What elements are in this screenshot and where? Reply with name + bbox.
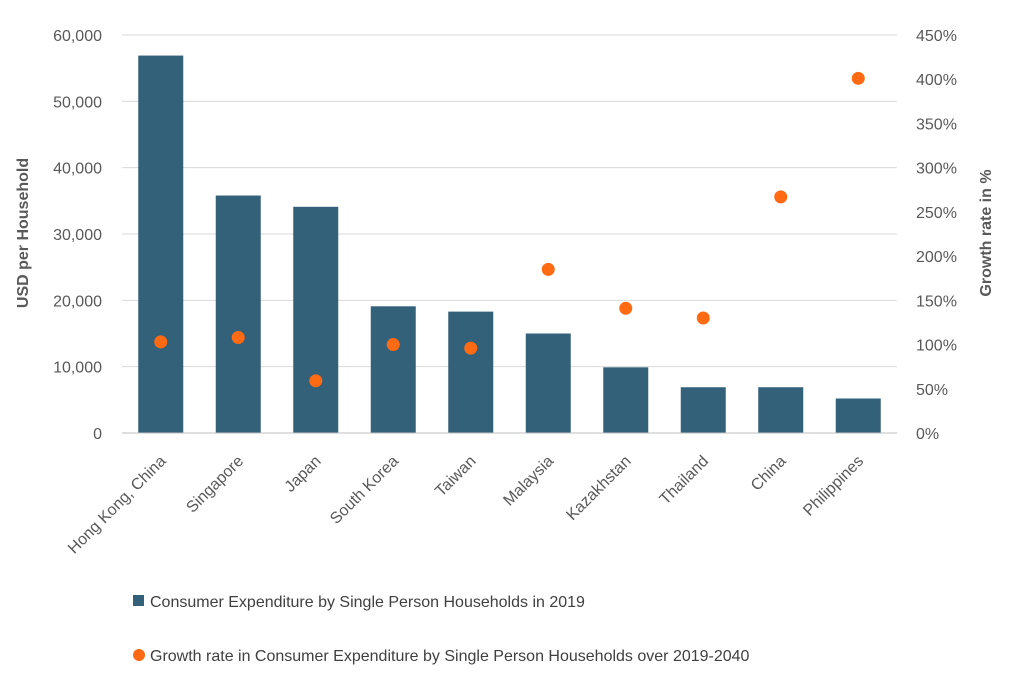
point-series xyxy=(154,71,865,388)
y2-tick-label: 450% xyxy=(916,28,957,45)
x-tick-label: Singapore xyxy=(183,453,247,517)
bar xyxy=(370,306,416,433)
growth-point xyxy=(619,301,633,315)
x-tick-label: China xyxy=(748,453,790,495)
growth-point xyxy=(464,341,478,355)
y2-tick-label: 300% xyxy=(916,161,957,178)
y2-tick-label: 350% xyxy=(916,116,957,133)
growth-point xyxy=(541,262,555,276)
y-tick-label: 10,000 xyxy=(53,360,102,377)
y-tick-label: 20,000 xyxy=(53,293,102,310)
x-tick-label: Philippines xyxy=(800,453,867,520)
growth-point xyxy=(386,338,400,352)
growth-point xyxy=(231,330,245,344)
legend-swatch-bars xyxy=(133,595,144,606)
growth-point xyxy=(851,71,865,85)
bar xyxy=(680,387,726,433)
growth-point xyxy=(774,190,788,204)
y2-tick-label: 200% xyxy=(916,249,957,266)
x-tick-label: Hong Kong, China xyxy=(65,453,170,558)
category-labels: Hong Kong, China Singapore Japan South Kore… xyxy=(65,453,867,558)
y2-axis-title: Growth rate in % xyxy=(978,169,995,296)
y2-tick-label: 50% xyxy=(916,382,948,399)
bar xyxy=(835,398,881,433)
right-axis-ticks: 0% 50% 100% 150% 200% 250% 300% 350% 400% 450% xyxy=(916,28,957,443)
bar xyxy=(215,195,261,433)
left-axis-ticks: 0 10,000 20,000 30,000 40,000 50,000 60,000 xyxy=(53,28,102,443)
legend-label-points: Growth rate in Consumer Expenditure by S… xyxy=(150,648,750,665)
x-tick-label: Malaysia xyxy=(500,453,557,510)
x-tick-label: Taiwan xyxy=(432,453,479,500)
y2-tick-label: 400% xyxy=(916,72,957,89)
y-axis-title: USD per Household xyxy=(15,158,32,308)
x-tick-label: Kazakhstan xyxy=(563,453,634,524)
bar xyxy=(293,206,339,433)
y-tick-label: 30,000 xyxy=(53,227,102,244)
x-tick-label: Japan xyxy=(282,453,325,496)
bar xyxy=(448,311,494,433)
growth-point xyxy=(309,374,323,388)
x-tick-label: South Korea xyxy=(327,453,402,528)
legend-swatch-points xyxy=(133,649,145,661)
bar xyxy=(138,55,184,434)
legend-label-bars: Consumer Expenditure by Single Person Ho… xyxy=(150,594,585,611)
legend-item-points: Growth rate in Consumer Expenditure by S… xyxy=(133,648,750,665)
bar xyxy=(758,387,804,433)
y-tick-label: 0 xyxy=(93,426,102,443)
x-tick-label: Thailand xyxy=(657,453,712,508)
growth-point xyxy=(696,311,710,325)
growth-point xyxy=(154,335,168,349)
bar-series xyxy=(138,55,881,434)
y2-tick-label: 0% xyxy=(916,426,939,443)
legend-item-bars: Consumer Expenditure by Single Person Ho… xyxy=(133,594,585,611)
bar xyxy=(525,333,571,433)
y2-tick-label: 250% xyxy=(916,205,957,222)
y-tick-label: 60,000 xyxy=(53,28,102,45)
y-tick-label: 40,000 xyxy=(53,161,102,178)
legend: Consumer Expenditure by Single Person Ho… xyxy=(133,594,750,665)
y2-tick-label: 100% xyxy=(916,338,957,355)
y-tick-label: 50,000 xyxy=(53,94,102,111)
bar xyxy=(603,367,649,433)
y2-tick-label: 150% xyxy=(916,293,957,310)
